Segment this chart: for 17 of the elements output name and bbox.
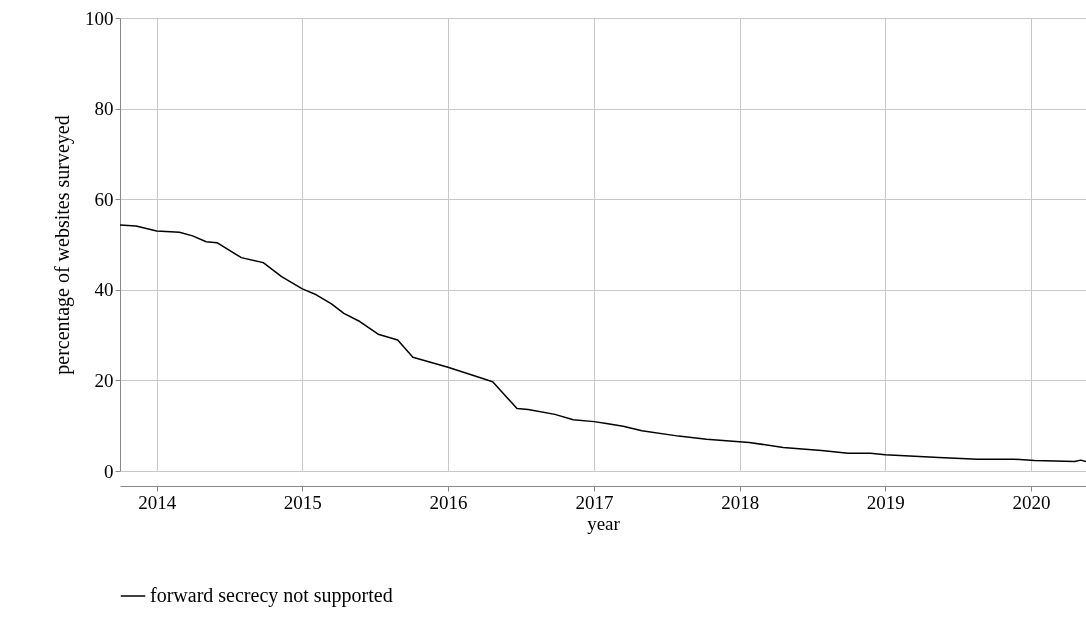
y-tick-label: 0 [104,460,114,482]
x-tick-label: 2020 [1012,491,1051,513]
x-tick-label: 2018 [721,491,760,513]
y-tick-label: 20 [94,369,114,391]
y-tick-label: 60 [94,188,114,210]
legend-label: forward secrecy not supported [150,584,393,607]
x-tick-label: 2019 [866,491,905,513]
y-axis-title: percentage of websites surveyed [51,115,74,375]
x-tick-label: 2014 [138,491,177,513]
y-tick-label: 40 [94,279,114,301]
y-tick-label: 80 [94,98,114,120]
x-tick-label: 2017 [575,491,614,513]
y-tick-label: 100 [85,7,114,29]
line-series [119,224,1086,463]
x-tick-label: 2015 [283,491,322,513]
x-tick-label: 2016 [429,491,468,513]
x-axis-title: year [587,512,621,534]
